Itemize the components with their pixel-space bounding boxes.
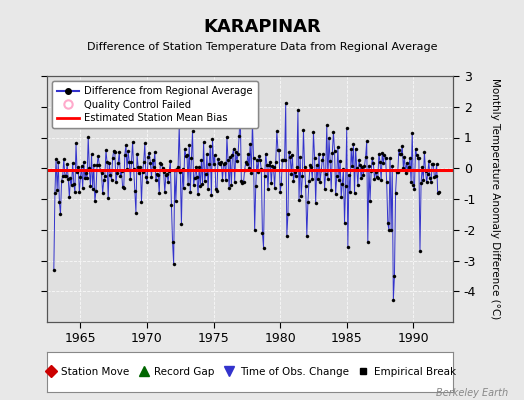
Text: KARAPINAR: KARAPINAR bbox=[203, 18, 321, 36]
Y-axis label: Monthly Temperature Anomaly Difference (°C): Monthly Temperature Anomaly Difference (… bbox=[490, 78, 500, 320]
Legend: Difference from Regional Average, Quality Control Failed, Estimated Station Mean: Difference from Regional Average, Qualit… bbox=[52, 81, 258, 128]
Text: Berkeley Earth: Berkeley Earth bbox=[436, 388, 508, 398]
Legend: Station Move, Record Gap, Time of Obs. Change, Empirical Break: Station Move, Record Gap, Time of Obs. C… bbox=[41, 364, 459, 380]
Text: Difference of Station Temperature Data from Regional Average: Difference of Station Temperature Data f… bbox=[87, 42, 437, 52]
